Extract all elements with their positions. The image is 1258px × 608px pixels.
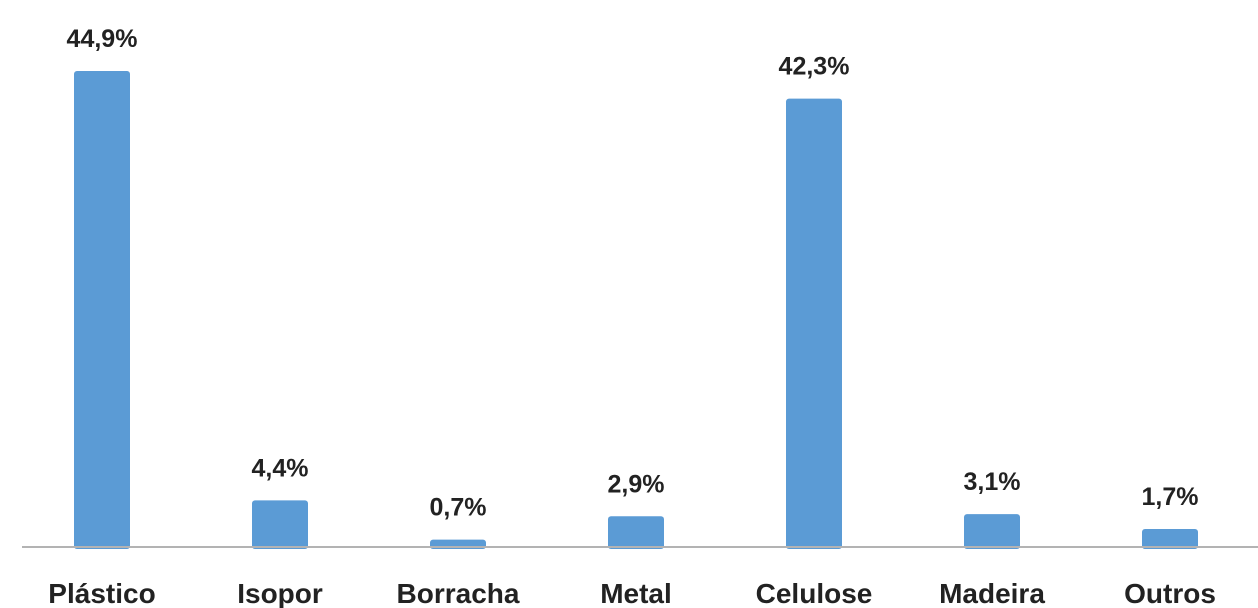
value-label-isopor: 4,4%: [252, 454, 309, 482]
value-label-outros: 1,7%: [1142, 483, 1199, 511]
value-label-metal: 2,9%: [608, 470, 665, 498]
category-label-celulose: Celulose: [756, 578, 873, 608]
value-label-borracha: 0,7%: [430, 494, 487, 522]
bar-isopor: [252, 500, 308, 549]
bar-metal: [608, 516, 664, 549]
bar-celulose: [786, 98, 842, 549]
category-label-madeira: Madeira: [939, 578, 1045, 608]
value-label-plastico: 44,9%: [67, 25, 138, 53]
value-label-celulose: 42,3%: [779, 53, 850, 81]
category-labels-group: Plástico Isopor Borracha Metal Celulose Madei…: [48, 578, 1216, 608]
bars-group: [74, 71, 1198, 549]
bar-madeira: [964, 514, 1020, 549]
value-labels-group: 44,9% 4,4% 0,7% 2,9% 42,3% 3,1% 1,7%: [67, 25, 1199, 522]
bar-outros: [1142, 528, 1198, 549]
category-label-isopor: Isopor: [237, 578, 323, 608]
category-label-plastico: Plástico: [48, 578, 155, 608]
bar-plastico: [74, 71, 130, 549]
value-label-madeira: 3,1%: [964, 468, 1021, 496]
category-label-outros: Outros: [1124, 578, 1216, 608]
category-label-borracha: Borracha: [397, 578, 520, 608]
category-label-metal: Metal: [600, 578, 672, 608]
